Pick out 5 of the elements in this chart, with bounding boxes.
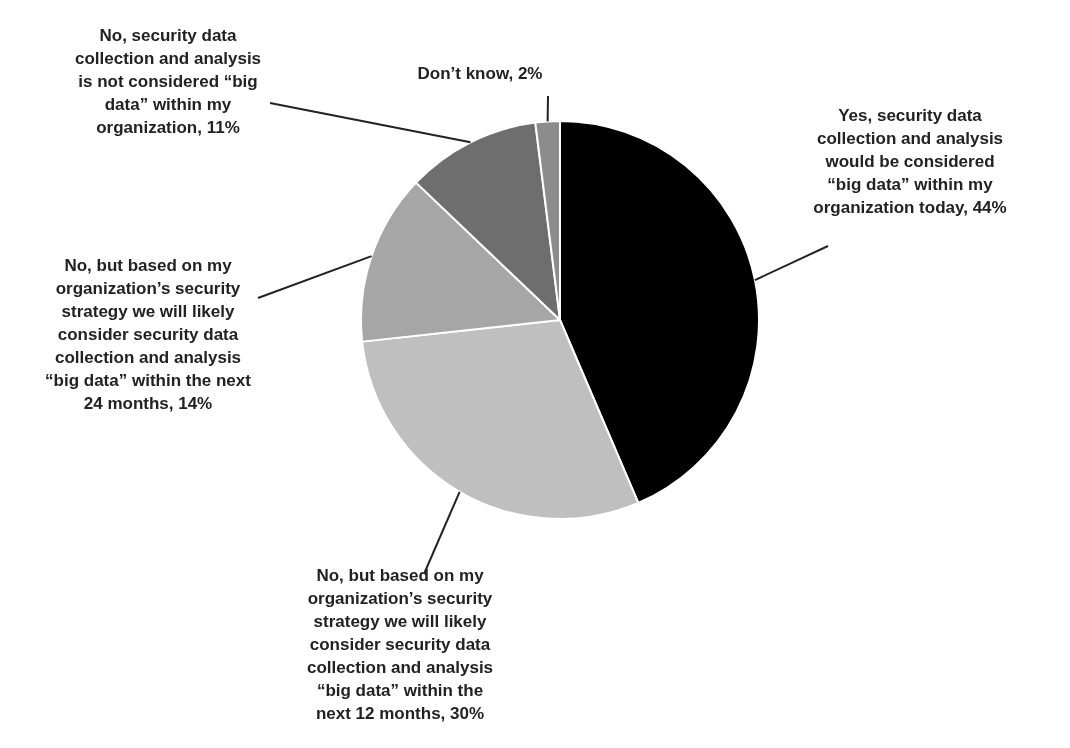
slice-label: No, but based on my organization’s security strategy we will likely consider security data collection and analysis “big data” within the next 24 months, 14%	[45, 256, 252, 414]
slice-label: No, security data collection and analysis is not considered “big data” within my organization, 11%	[74, 26, 262, 138]
slice-label: Don’t know, 2%	[417, 64, 543, 84]
slice-label: No, but based on my organization’s security strategy we will likely consider security data collection and analysis “big data” within the next 12 months, 30%	[306, 566, 494, 724]
slice-label: Yes, security data collection and analysis would be considered “big data” within my organization today, 44%	[813, 106, 1007, 218]
